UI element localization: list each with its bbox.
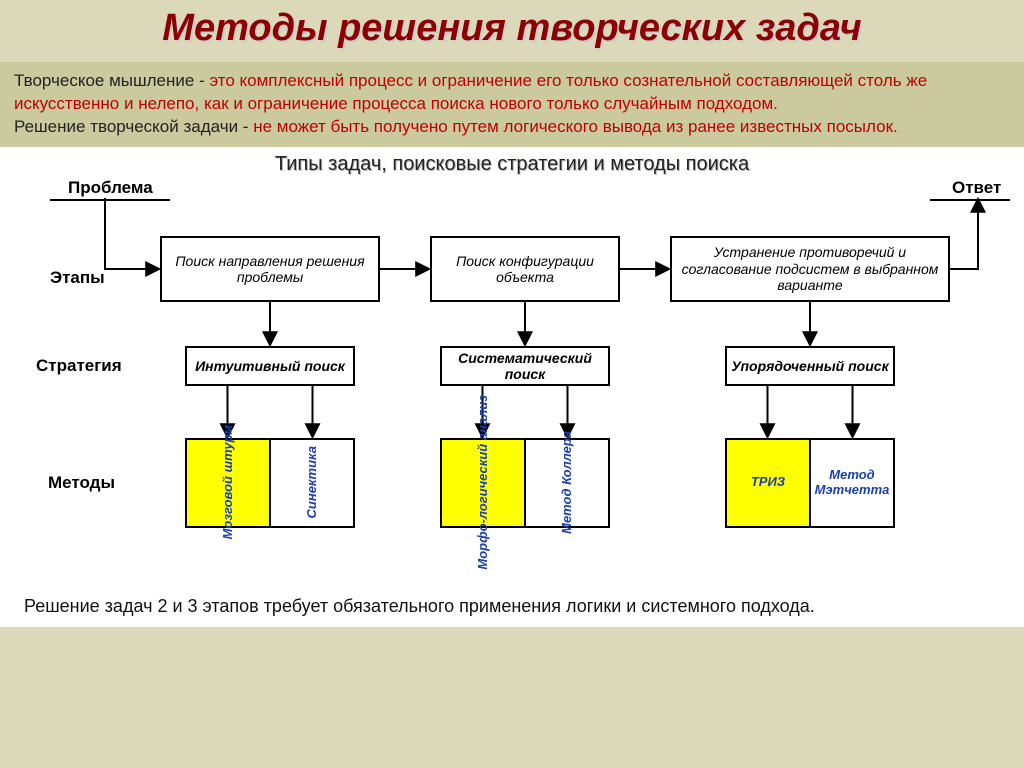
method-cell: Метод Мэтчетта xyxy=(811,440,893,526)
diagram-title: Типы задач, поисковые стратегии и методы… xyxy=(10,153,1014,176)
method-cell: Синектика xyxy=(271,440,353,526)
intro-2a: Решение творческой задачи - xyxy=(14,117,253,136)
flow-node: Поиск конфигурации объекта xyxy=(430,236,620,302)
method-cell: ТРИЗ xyxy=(727,440,811,526)
method-cell: Метод Коллера xyxy=(526,440,608,526)
methods-pair: Мозговой штурмСинектика xyxy=(185,438,355,528)
intro-paragraph: Творческое мышление - это комплексный пр… xyxy=(0,62,1024,147)
footer-note: Решение задач 2 и 3 этапов требует обяза… xyxy=(10,588,1014,617)
flow-node: Поиск направления решения проблемы xyxy=(160,236,380,302)
flow-node: Систематический поиск xyxy=(440,346,610,386)
row-label: Проблема xyxy=(68,178,153,198)
intro-2b: не может быть получено путем логического… xyxy=(253,117,898,136)
flow-node: Интуитивный поиск xyxy=(185,346,355,386)
intro-1a: Творческое мышление - xyxy=(14,71,209,90)
flowchart-area: Проблема Ответ Этапы Стратегия Методы Поиск н… xyxy=(10,178,1014,588)
row-label: Ответ xyxy=(952,178,1001,198)
method-cell: Морфо-логический анализ xyxy=(442,440,526,526)
row-label: Методы xyxy=(48,473,115,493)
flow-node: Устранение противоречий и согласование п… xyxy=(670,236,950,302)
method-cell: Мозговой штурм xyxy=(187,440,271,526)
page-title: Методы решения творческих задач xyxy=(0,0,1024,54)
methods-pair: Морфо-логический анализМетод Коллера xyxy=(440,438,610,528)
methods-pair: ТРИЗМетод Мэтчетта xyxy=(725,438,895,528)
row-label: Стратегия xyxy=(36,356,122,376)
flow-node: Упорядоченный поиск xyxy=(725,346,895,386)
row-label: Этапы xyxy=(50,268,105,288)
diagram-container: Типы задач, поисковые стратегии и методы… xyxy=(0,147,1024,627)
